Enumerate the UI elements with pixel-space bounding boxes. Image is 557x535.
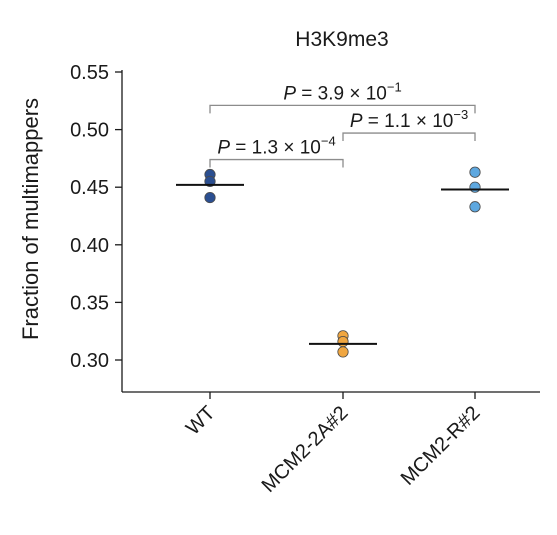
data-point — [469, 201, 481, 213]
y-tick-label: 0.40 — [70, 235, 109, 257]
y-tick-label: 0.30 — [70, 350, 109, 372]
y-tick-label: 0.35 — [70, 292, 109, 314]
p-value-label: P = 3.9 × 10−1 — [283, 79, 401, 104]
x-tick-label: MCM2-2A#2 — [258, 402, 353, 497]
p-value-label: P = 1.1 × 10−3 — [350, 107, 468, 132]
data-point — [337, 346, 349, 358]
p-value-label: P = 1.3 × 10−4 — [217, 134, 335, 159]
significance-bracket — [342, 132, 476, 142]
y-tick-label: 0.55 — [70, 62, 109, 84]
data-point — [469, 166, 481, 178]
y-tick-label: 0.45 — [70, 177, 109, 199]
data-point — [204, 191, 216, 204]
data-point — [469, 181, 481, 193]
y-axis-label: Fraction of multimappers — [18, 98, 43, 340]
chart-title: H3K9me3 — [295, 28, 388, 51]
x-tick-label: MCM2-R#2 — [397, 402, 485, 490]
data-point — [337, 335, 349, 348]
significance-bracket — [209, 158, 344, 168]
x-tick-label: WT — [182, 402, 220, 440]
significance-bracket — [209, 104, 476, 114]
y-tick-label: 0.50 — [70, 120, 109, 142]
